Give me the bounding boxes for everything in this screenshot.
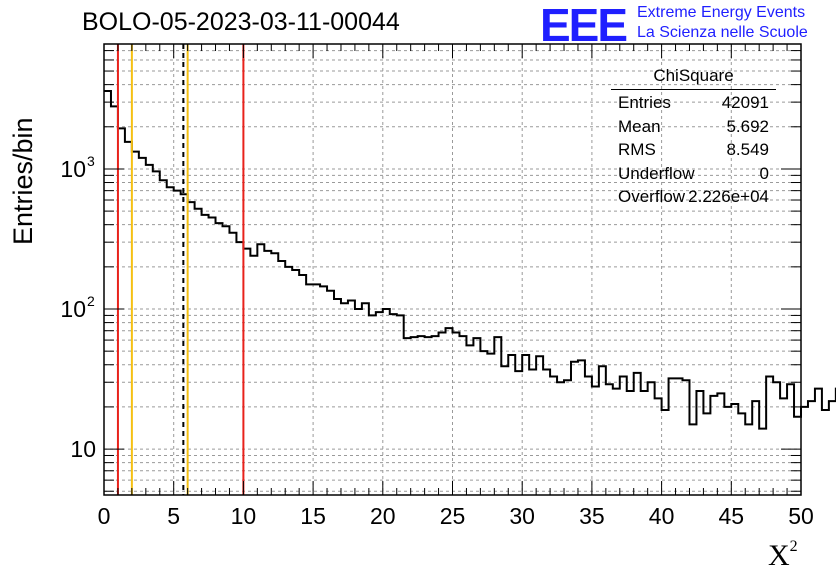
x-tick-label: 35 (579, 503, 605, 529)
x-tick-label: 15 (300, 503, 326, 529)
stats-key: Overflow (618, 187, 686, 206)
stats-value: 42091 (721, 93, 769, 112)
stats-key: Underflow (618, 163, 695, 183)
y-tick-exponent: 2 (87, 293, 95, 309)
histogram-series (104, 90, 836, 430)
x-tick-label: 0 (98, 503, 111, 529)
stats-key: RMS (618, 140, 656, 159)
x-axis-label-exponent: 2 (789, 538, 798, 555)
chart-title: BOLO-05-2023-03-11-00044 (82, 8, 400, 36)
x-tick-label: 10 (231, 503, 257, 529)
y-tick-label: 10 (60, 156, 86, 182)
grid-lines (104, 44, 801, 495)
x-axis-label-base: X (768, 539, 790, 572)
stats-value: 8.549 (726, 140, 769, 159)
axis-ticks (103, 44, 802, 495)
stats-box: ChiSquare Entries 42091 Mean 5.692 RMS 8.54… (611, 66, 776, 211)
stats-key: Mean (618, 116, 661, 136)
y-tick-exponent: 3 (87, 153, 95, 169)
x-tick-label: 20 (370, 503, 396, 529)
x-tick-label: 25 (440, 503, 466, 529)
x-tick-label: 5 (167, 503, 180, 529)
logo-line-2: La Scienza nelle Scuole (637, 24, 808, 41)
eee-logo: EEE (540, 0, 628, 51)
stats-row: Overflow 2.226e+04 (611, 187, 776, 211)
marker-lines (116, 44, 245, 495)
x-tick-label: 30 (509, 503, 535, 529)
x-axis-label: X2 (768, 538, 798, 573)
stats-row: Entries 42091 (611, 93, 776, 117)
stats-value: 2.226e+04 (688, 187, 769, 206)
y-tick-label: 10 (70, 436, 96, 462)
y-tick-label: 10 (60, 296, 86, 322)
stats-key: Entries (618, 93, 671, 112)
stats-row: Underflow 0 (611, 164, 776, 188)
logo-line-1: Extreme Energy Events (637, 4, 806, 21)
y-axis-label: Entries/bin (8, 117, 38, 245)
stats-row: Mean 5.692 (611, 117, 776, 141)
stats-value: 5.692 (726, 116, 769, 136)
stats-row: RMS 8.549 (611, 140, 776, 164)
x-tick-label: 50 (788, 503, 814, 529)
stats-value: 0 (759, 163, 769, 183)
x-tick-label: 45 (719, 503, 745, 529)
x-tick-label: 40 (649, 503, 675, 529)
stats-title: ChiSquare (611, 66, 776, 90)
